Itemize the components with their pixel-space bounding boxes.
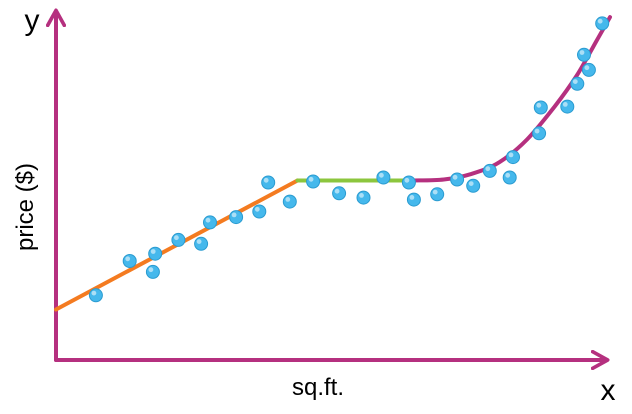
x-axis-label: sq.ft.: [292, 374, 344, 401]
data-point-highlight: [91, 290, 97, 296]
data-point: [560, 99, 575, 114]
data-point-highlight: [148, 267, 154, 273]
data-point: [376, 170, 391, 185]
data-point: [194, 236, 209, 251]
data-point: [482, 163, 497, 178]
data-point-highlight: [508, 152, 514, 158]
data-point-highlight: [485, 166, 491, 172]
data-point-highlight: [579, 50, 585, 55]
data-point-highlight: [584, 65, 590, 71]
data-point: [466, 178, 481, 193]
data-point: [229, 210, 244, 225]
data-point-highlight: [505, 172, 511, 178]
data-point-highlight: [205, 217, 211, 223]
x-axis-letter: x: [601, 374, 616, 407]
data-point-highlight: [536, 102, 542, 108]
data-point-highlight: [432, 189, 438, 195]
data-point-highlight: [572, 79, 578, 84]
data-point: [577, 47, 591, 62]
data-point: [401, 175, 416, 190]
data-point-highlight: [468, 181, 474, 187]
data-point: [148, 246, 163, 261]
data-point-highlight: [263, 177, 269, 183]
data-point: [145, 264, 160, 279]
data-point: [282, 194, 297, 209]
data-point-highlight: [452, 174, 458, 180]
data-point: [252, 204, 267, 219]
data-point: [502, 170, 517, 185]
data-point: [506, 150, 520, 165]
data-point: [203, 215, 217, 230]
data-point-highlight: [534, 128, 540, 134]
data-point: [430, 187, 445, 202]
data-point-highlight: [409, 195, 415, 200]
data-point-highlight: [404, 177, 410, 183]
data-point: [306, 174, 321, 189]
data-point: [450, 172, 465, 187]
data-point-highlight: [196, 239, 202, 245]
data-point-highlight: [285, 197, 291, 202]
data-point-highlight: [231, 212, 237, 218]
data-point: [581, 62, 596, 77]
data-point: [533, 100, 548, 115]
data-point: [88, 288, 103, 303]
y-axis-letter: y: [25, 4, 40, 37]
data-point: [595, 16, 610, 31]
fit-curve-group: [54, 15, 612, 312]
data-point-highlight: [174, 235, 179, 241]
data-point: [261, 175, 276, 190]
data-point-highlight: [597, 18, 603, 24]
data-point-highlight: [254, 206, 260, 212]
data-point-highlight: [150, 249, 156, 254]
data-point: [332, 186, 347, 201]
data-points-group: [88, 16, 610, 303]
data-point-highlight: [379, 172, 384, 178]
data-point-highlight: [359, 193, 364, 198]
data-point: [171, 232, 186, 247]
data-point: [122, 254, 137, 268]
y-axis-label: price ($): [12, 163, 39, 251]
data-point: [570, 76, 585, 91]
data-point: [406, 192, 421, 207]
data-point-highlight: [562, 102, 568, 107]
data-point: [356, 190, 371, 205]
data-point-highlight: [125, 256, 131, 262]
data-point-highlight: [334, 188, 340, 194]
data-point: [532, 126, 547, 141]
data-point-highlight: [308, 176, 314, 182]
